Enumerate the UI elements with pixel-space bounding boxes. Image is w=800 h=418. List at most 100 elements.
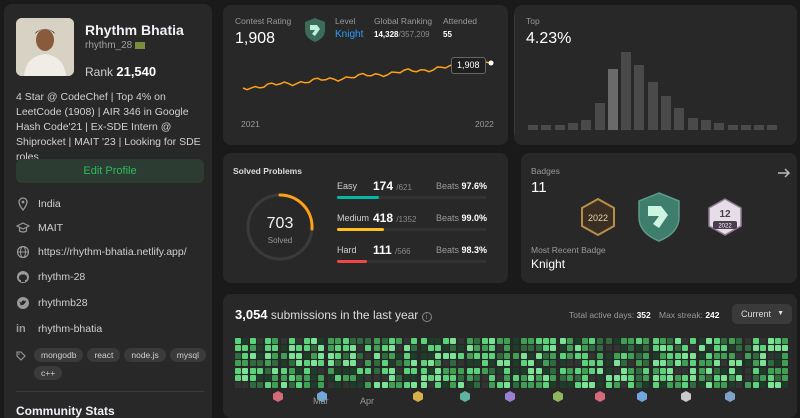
github-link[interactable]: rhythm-28: [38, 271, 86, 283]
heatmap-cell[interactable]: [635, 345, 642, 352]
heatmap-cell[interactable]: [420, 360, 427, 367]
heatmap-cell[interactable]: [504, 338, 510, 344]
heatmap-cell[interactable]: [752, 345, 759, 352]
heatmap-cell[interactable]: [272, 382, 278, 389]
heatmap-cell[interactable]: [350, 338, 356, 344]
heatmap-cell[interactable]: [428, 360, 434, 367]
heatmap-cell[interactable]: [543, 375, 549, 381]
heatmap-cell[interactable]: [264, 352, 271, 359]
heatmap-cell[interactable]: [550, 367, 557, 374]
heatmap-cell[interactable]: [628, 345, 635, 352]
heatmap-cell[interactable]: [296, 375, 303, 381]
heatmap-cell[interactable]: [504, 360, 510, 367]
heatmap-cell[interactable]: [513, 360, 520, 367]
heatmap-cell[interactable]: [396, 345, 403, 352]
heatmap-cell[interactable]: [420, 375, 427, 381]
heatmap-cell[interactable]: [674, 352, 681, 359]
heatmap-cell[interactable]: [767, 338, 774, 344]
heatmap-cell[interactable]: [342, 367, 349, 374]
heatmap-cell[interactable]: [420, 345, 427, 352]
heatmap-cell[interactable]: [435, 375, 442, 381]
heatmap-cell[interactable]: [264, 338, 271, 344]
heatmap-cell[interactable]: [775, 375, 781, 381]
heatmap-cell[interactable]: [364, 382, 371, 389]
heatmap-cell[interactable]: [381, 382, 388, 389]
heatmap-cell[interactable]: [396, 375, 403, 381]
heatmap-cell[interactable]: [667, 345, 674, 352]
heatmap-cell[interactable]: [272, 375, 278, 381]
heatmap-cell[interactable]: [660, 375, 666, 381]
heatmap-cell[interactable]: [559, 345, 566, 352]
heatmap-cell[interactable]: [574, 352, 581, 359]
avatar[interactable]: [16, 18, 74, 76]
skill-tag[interactable]: react: [87, 348, 121, 362]
heatmap-cell[interactable]: [327, 360, 334, 367]
heatmap-cell[interactable]: [364, 367, 371, 374]
heatmap-cell[interactable]: [428, 382, 434, 389]
github-row[interactable]: rhythm-28: [16, 270, 85, 284]
linkedin-row[interactable]: in rhythm-bhatia: [16, 322, 102, 336]
heatmap-cell[interactable]: [504, 382, 510, 389]
heatmap-cell[interactable]: [264, 375, 271, 381]
heatmap-cell[interactable]: [713, 367, 720, 374]
heatmap-cell[interactable]: [318, 352, 325, 359]
heatmap-cell[interactable]: [364, 352, 371, 359]
heatmap-cell[interactable]: [374, 360, 381, 367]
knight-badge-large-icon[interactable]: [635, 191, 683, 243]
heatmap-cell[interactable]: [242, 382, 249, 389]
heatmap-cell[interactable]: [706, 367, 713, 374]
heatmap-cell[interactable]: [442, 338, 449, 344]
heatmap-cell[interactable]: [596, 338, 603, 344]
heatmap-cell[interactable]: [489, 360, 496, 367]
heatmap-cell[interactable]: [318, 382, 325, 389]
heatmap-cell[interactable]: [567, 375, 574, 381]
heatmap-cell[interactable]: [582, 345, 588, 352]
heatmap-cell[interactable]: [767, 345, 774, 352]
heatmap-cell[interactable]: [389, 367, 395, 374]
heatmap-cell[interactable]: [264, 367, 271, 374]
heatmap-cell[interactable]: [613, 352, 620, 359]
heatmap-cell[interactable]: [628, 367, 635, 374]
heatmap-cell[interactable]: [411, 382, 418, 389]
heatmap-cell[interactable]: [411, 338, 418, 344]
heatmap-cell[interactable]: [613, 382, 620, 389]
heatmap-cell[interactable]: [257, 338, 264, 344]
heatmap-cell[interactable]: [621, 375, 627, 381]
heatmap-cell[interactable]: [721, 345, 728, 352]
heatmap-cell[interactable]: [396, 367, 403, 374]
heatmap-cell[interactable]: [296, 382, 303, 389]
heatmap-cell[interactable]: [520, 375, 527, 381]
heatmap-cell[interactable]: [327, 367, 334, 374]
heatmap-cell[interactable]: [389, 345, 395, 352]
heatmap-cell[interactable]: [489, 338, 496, 344]
heatmap-cell[interactable]: [467, 382, 473, 389]
heatmap-cell[interactable]: [420, 352, 427, 359]
heatmap-cell[interactable]: [374, 345, 381, 352]
heatmap-cell[interactable]: [635, 375, 642, 381]
heatmap-cell[interactable]: [745, 360, 752, 367]
heatmap-cell[interactable]: [428, 345, 434, 352]
heatmap-cell[interactable]: [752, 338, 759, 344]
heatmap-cell[interactable]: [403, 382, 410, 389]
heatmap-cell[interactable]: [682, 382, 689, 389]
heatmap-cell[interactable]: [364, 360, 371, 367]
heatmap-cell[interactable]: [303, 360, 310, 367]
heatmap-cell[interactable]: [775, 345, 781, 352]
heatmap-cell[interactable]: [713, 382, 720, 389]
heatmap-cell[interactable]: [674, 345, 681, 352]
heatmap-cell[interactable]: [621, 360, 627, 367]
heatmap-cell[interactable]: [621, 352, 627, 359]
heatmap-cell[interactable]: [728, 375, 735, 381]
heatmap-cell[interactable]: [559, 382, 566, 389]
heatmap-cell[interactable]: [311, 352, 317, 359]
heatmap-cell[interactable]: [728, 345, 735, 352]
heatmap-cell[interactable]: [242, 375, 249, 381]
skill-tag[interactable]: node.js: [124, 348, 166, 362]
heatmap-cell[interactable]: [728, 367, 735, 374]
heatmap-cell[interactable]: [582, 360, 588, 367]
heatmap-cell[interactable]: [513, 338, 520, 344]
heatmap-cell[interactable]: [489, 345, 496, 352]
heatmap-cell[interactable]: [520, 367, 527, 374]
heatmap-cell[interactable]: [682, 352, 689, 359]
heatmap-cell[interactable]: [327, 382, 334, 389]
